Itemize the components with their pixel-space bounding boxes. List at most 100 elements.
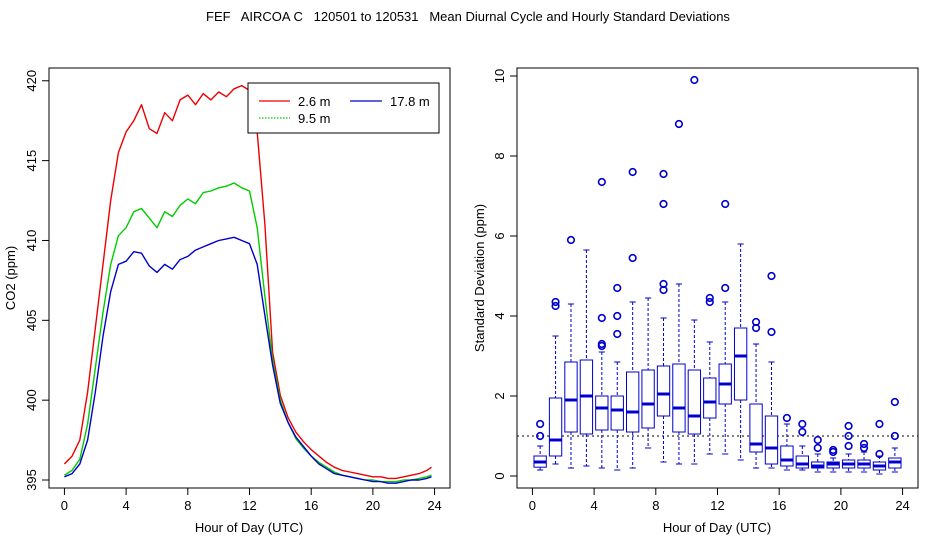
y-tick-label: 8 (492, 152, 507, 159)
box-iqr (672, 363, 686, 433)
x-tick-label: 24 (427, 498, 441, 513)
outlier-point (721, 199, 730, 209)
legend-label-17-8m: 17.8 m (390, 94, 430, 109)
x-tick-label: 4 (590, 498, 597, 513)
outlier-point (597, 339, 606, 349)
box-hour-10-5 (687, 75, 702, 465)
outlier-point (628, 253, 637, 263)
outlier-point (690, 75, 699, 85)
x-tick-label: 12 (242, 498, 256, 513)
outlier-point (844, 431, 853, 441)
right-x-axis-label: Hour of Day (UTC) (663, 520, 771, 535)
outlier-point (613, 329, 622, 339)
outlier-point (705, 297, 714, 307)
box-hour-11-5 (703, 293, 717, 455)
box-hour-18-5 (811, 435, 825, 473)
left-series-group (63, 84, 432, 484)
x-tick-label: 16 (772, 498, 786, 513)
outlier-point (613, 283, 622, 293)
right-boxes-group (533, 75, 902, 475)
outlier-point (721, 283, 730, 293)
box-iqr (703, 377, 717, 419)
box-hour-15-5 (764, 271, 779, 469)
box-hour-5-5 (610, 283, 624, 471)
series-line-9-5-m (64, 182, 432, 483)
box-iqr (548, 397, 563, 457)
y-tick-label: 395 (24, 469, 39, 491)
y-tick-label: 420 (24, 70, 39, 92)
left-panel-co2-diurnal: 0 4 8 12 16 20 24 395 400 405 410 415 420 Hour of D… (3, 67, 451, 535)
outlier-point (890, 431, 899, 441)
x-tick-label: 4 (122, 498, 129, 513)
box-hour-7-5 (641, 297, 655, 449)
outlier-point (659, 199, 668, 209)
box-hour-16-5 (780, 413, 794, 471)
box-iqr (795, 455, 809, 469)
box-hour-2-5 (564, 235, 578, 469)
right-x-axis: 0 4 8 12 16 20 24 (529, 487, 910, 513)
outlier-point (829, 445, 838, 455)
right-y-axis: 0 2 4 6 8 10 (492, 69, 518, 480)
outlier-point (659, 279, 668, 289)
outlier-point (597, 177, 606, 187)
box-hour-8-5 (656, 169, 671, 463)
box-iqr (656, 365, 671, 417)
box-iqr (564, 361, 578, 433)
outlier-point (844, 421, 853, 431)
outlier-point (613, 311, 622, 321)
box-hour-23-5 (888, 397, 902, 473)
legend-label-9-5m: 9.5 m (298, 111, 331, 126)
left-x-axis: 0 4 8 12 16 20 24 (61, 487, 442, 513)
box-hour-17-5 (795, 419, 809, 471)
left-x-axis-label: Hour of Day (UTC) (195, 520, 303, 535)
left-y-axis-label: CO2 (ppm) (3, 246, 18, 310)
x-tick-label: 16 (304, 498, 318, 513)
x-tick-label: 24 (895, 498, 909, 513)
legend: 2.6 m 9.5 m 17.8 m (247, 82, 440, 134)
outlier-point (798, 427, 807, 437)
outlier-point (813, 443, 822, 453)
box-iqr (733, 327, 748, 401)
box-hour-9-5 (672, 119, 686, 465)
box-iqr (749, 403, 763, 453)
box-hour-1-5 (548, 297, 563, 465)
x-tick-label: 8 (652, 498, 659, 513)
y-tick-label: 0 (492, 472, 507, 479)
y-tick-label: 410 (24, 230, 39, 252)
outlier-point (875, 449, 884, 459)
series-line-17-8-m (64, 236, 432, 484)
y-tick-label: 4 (492, 312, 507, 319)
outlier-point (551, 297, 560, 307)
box-iqr (595, 395, 609, 431)
outlier-point (813, 435, 822, 445)
legend-box (247, 82, 440, 134)
outlier-point (859, 439, 869, 449)
outlier-point (705, 293, 714, 303)
box-iqr (780, 445, 794, 467)
chart-title: FEF AIRCOA C 120501 to 120531 Mean Diurn… (206, 9, 730, 24)
box-hour-13-5 (733, 243, 748, 461)
y-tick-label: 405 (24, 309, 39, 331)
outlier-point (566, 235, 576, 245)
outlier-point (751, 317, 761, 327)
outlier-point (844, 441, 853, 451)
y-tick-label: 10 (492, 69, 507, 83)
box-hour-12-5 (718, 199, 732, 455)
outlier-point (597, 313, 606, 323)
outlier-point (859, 443, 869, 453)
box-hour-21-5 (857, 439, 871, 473)
y-tick-label: 6 (492, 232, 507, 239)
y-tick-label: 2 (492, 392, 507, 399)
left-y-axis: 395 400 405 410 415 420 (24, 70, 50, 491)
outlier-point (674, 119, 684, 129)
y-tick-label: 400 (24, 389, 39, 411)
box-iqr (610, 395, 624, 431)
outlier-point (782, 413, 792, 423)
outlier-point (659, 169, 668, 179)
box-hour-3-5 (579, 249, 594, 467)
box-hour-4-5 (595, 177, 609, 469)
outlier-point (890, 397, 899, 407)
box-iqr (687, 369, 702, 435)
outlier-point (875, 419, 884, 429)
